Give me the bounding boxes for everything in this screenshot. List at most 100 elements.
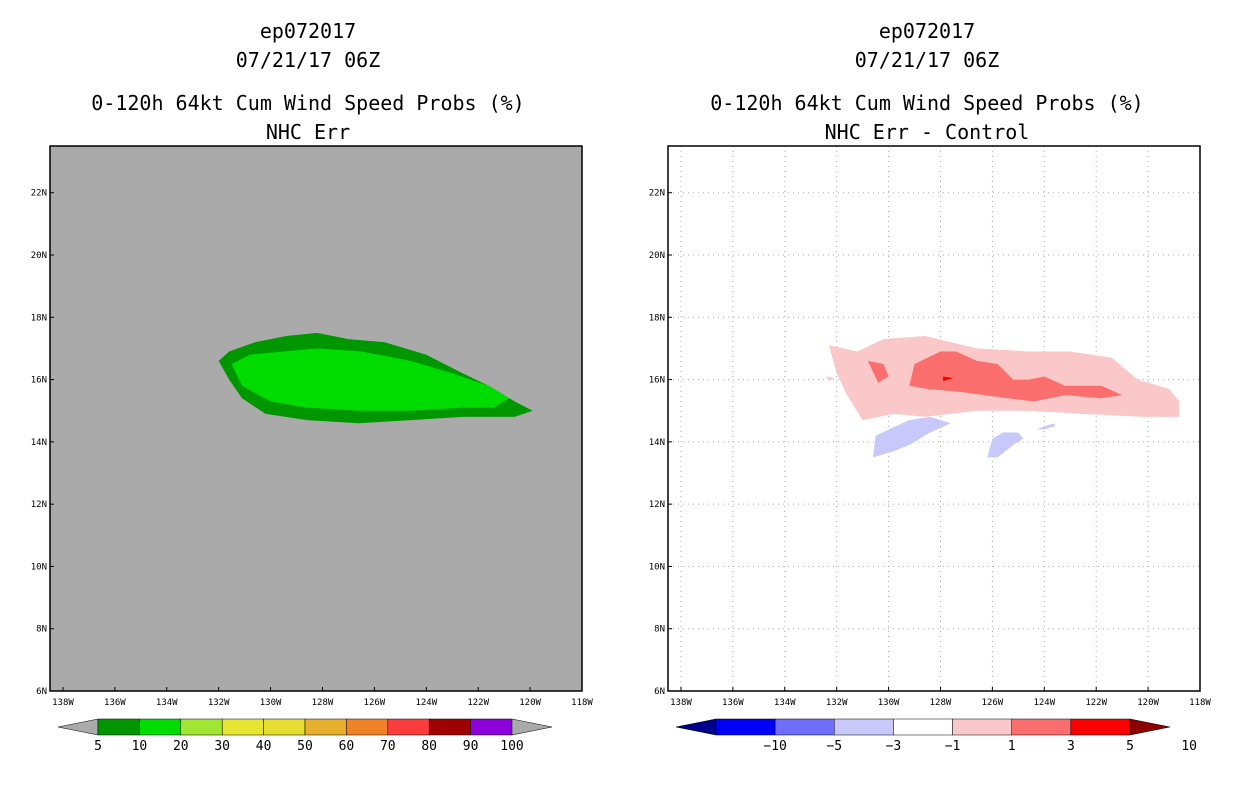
x-tick-label: 124W bbox=[415, 698, 437, 708]
x-tick-label: 118W bbox=[1189, 698, 1211, 708]
x-tick-label: 126W bbox=[364, 698, 386, 708]
y-tick-label: 8N bbox=[654, 625, 665, 635]
x-tick-label: 120W bbox=[519, 698, 541, 708]
y-tick-label: 12N bbox=[31, 500, 47, 510]
colorbar-label: −5 bbox=[826, 739, 842, 754]
x-tick-label: 128W bbox=[312, 698, 334, 708]
colorbar-over-triangle bbox=[1129, 718, 1171, 736]
colorbar-label: 70 bbox=[380, 739, 396, 754]
y-tick-label: 14N bbox=[649, 438, 665, 448]
y-tick-label: 22N bbox=[649, 189, 665, 199]
contour--3--1 bbox=[1036, 423, 1055, 430]
colorbar-label: −10 bbox=[763, 739, 786, 754]
colorbar-segment bbox=[97, 718, 140, 736]
colorbar-segment bbox=[715, 718, 776, 736]
y-tick-label: 16N bbox=[649, 376, 665, 386]
y-tick-label: 22N bbox=[31, 189, 47, 199]
colorbar-label: 50 bbox=[297, 739, 313, 754]
y-tick-label: 10N bbox=[31, 562, 47, 572]
y-tick-label: 6N bbox=[36, 687, 47, 697]
contour-10-20 bbox=[231, 348, 510, 411]
contour--3--1 bbox=[873, 416, 951, 458]
x-tick-label: 136W bbox=[104, 698, 126, 708]
colorbar-label: −1 bbox=[945, 739, 961, 754]
x-tick-label: 132W bbox=[826, 698, 848, 708]
y-tick-label: 8N bbox=[36, 625, 47, 635]
x-tick-label: 138W bbox=[670, 698, 692, 708]
colorbar-label: −3 bbox=[886, 739, 902, 754]
x-tick-label: 138W bbox=[52, 698, 74, 708]
colorbar-label: 30 bbox=[214, 739, 230, 754]
y-tick-label: 10N bbox=[649, 562, 665, 572]
left-panel-titles: ep072017 07/21/17 06Z 0-120h 64kt Cum Wi… bbox=[91, 19, 524, 144]
y-tick-label: 18N bbox=[31, 313, 47, 323]
contour-3-5 bbox=[909, 351, 1123, 402]
colorbar-label: 1 bbox=[1008, 739, 1016, 754]
y-tick-label: 12N bbox=[649, 500, 665, 510]
y-tick-label: 18N bbox=[649, 313, 665, 323]
contour-1-3 bbox=[826, 376, 835, 382]
x-tick-label: 130W bbox=[878, 698, 900, 708]
right-panel-titles: ep072017 07/21/17 06Z 0-120h 64kt Cum Wi… bbox=[710, 19, 1143, 144]
colorbar-label: 3 bbox=[1067, 739, 1075, 754]
left-title-subtitle: NHC Err bbox=[266, 120, 350, 144]
y-tick-label: 14N bbox=[31, 438, 47, 448]
colorbar-label: 10 bbox=[1181, 739, 1197, 754]
colorbar-label: 10 bbox=[132, 739, 148, 754]
x-tick-label: 128W bbox=[930, 698, 952, 708]
map-frame bbox=[667, 145, 1201, 692]
colorbar-segment bbox=[774, 718, 835, 736]
colorbar-segment bbox=[139, 718, 182, 736]
colorbar-under-triangle bbox=[57, 718, 99, 736]
colorbar-segment bbox=[263, 718, 306, 736]
colorbar-label: 80 bbox=[421, 739, 437, 754]
x-tick-label: 118W bbox=[571, 698, 593, 708]
colorbar-over-triangle bbox=[511, 718, 553, 736]
y-tick-label: 20N bbox=[31, 251, 47, 261]
left-title-date: 07/21/17 06Z bbox=[236, 48, 381, 72]
x-tick-label: 136W bbox=[722, 698, 744, 708]
x-tick-label: 122W bbox=[1085, 698, 1107, 708]
x-tick-label: 130W bbox=[260, 698, 282, 708]
contour-5-10 bbox=[943, 376, 954, 382]
right-colorbar: −10 −5 −3 −1 1 3 5 10 bbox=[675, 718, 1197, 754]
colorbar-label: 100 bbox=[500, 739, 523, 754]
colorbar-segment bbox=[893, 718, 953, 736]
colorbar-segment bbox=[180, 718, 223, 736]
right-title-subtitle: NHC Err - Control bbox=[825, 120, 1030, 144]
left-map-panel: 138W 136W 134W 132W 130W 128W 126W 124W 122W 120W… bbox=[31, 145, 593, 708]
x-tick-label: 120W bbox=[1137, 698, 1159, 708]
colorbar-segment bbox=[346, 718, 389, 736]
colorbar-under-triangle bbox=[675, 718, 717, 736]
x-tick-label: 122W bbox=[467, 698, 489, 708]
colorbar-label: 5 bbox=[94, 739, 102, 754]
colorbar-label: 60 bbox=[339, 739, 355, 754]
y-tick-label: 20N bbox=[649, 251, 665, 261]
colorbar-segment bbox=[834, 718, 894, 736]
left-title-storm-id: ep072017 bbox=[260, 19, 356, 43]
x-tick-label: 132W bbox=[208, 698, 230, 708]
map-frame bbox=[49, 145, 583, 692]
colorbar-label: 90 bbox=[463, 739, 479, 754]
colorbar-label: 5 bbox=[1126, 739, 1134, 754]
right-title-date: 07/21/17 06Z bbox=[855, 48, 1000, 72]
colorbar-segment bbox=[470, 718, 513, 736]
colorbar-segment bbox=[952, 718, 1012, 736]
x-tick-label: 134W bbox=[774, 698, 796, 708]
colorbar-segment bbox=[428, 718, 471, 736]
left-title-product: 0-120h 64kt Cum Wind Speed Probs (%) bbox=[91, 91, 524, 115]
colorbar-label: 20 bbox=[173, 739, 189, 754]
right-map-panel: 138W 136W 134W 132W 130W 128W 126W 124W 122W 120W… bbox=[649, 145, 1211, 708]
y-tick-label: 6N bbox=[654, 687, 665, 697]
colorbar-segment bbox=[221, 718, 264, 736]
colorbar-label: 40 bbox=[256, 739, 272, 754]
left-colorbar: 5 10 20 30 40 50 60 70 80 90 100 bbox=[57, 718, 553, 754]
x-tick-label: 124W bbox=[1033, 698, 1055, 708]
colorbar-segment bbox=[304, 718, 347, 736]
colorbar-segment bbox=[1070, 718, 1131, 736]
colorbar-segment bbox=[387, 718, 430, 736]
x-tick-label: 134W bbox=[156, 698, 178, 708]
contour--3--1 bbox=[987, 432, 1024, 458]
colorbar-segment bbox=[1011, 718, 1072, 736]
